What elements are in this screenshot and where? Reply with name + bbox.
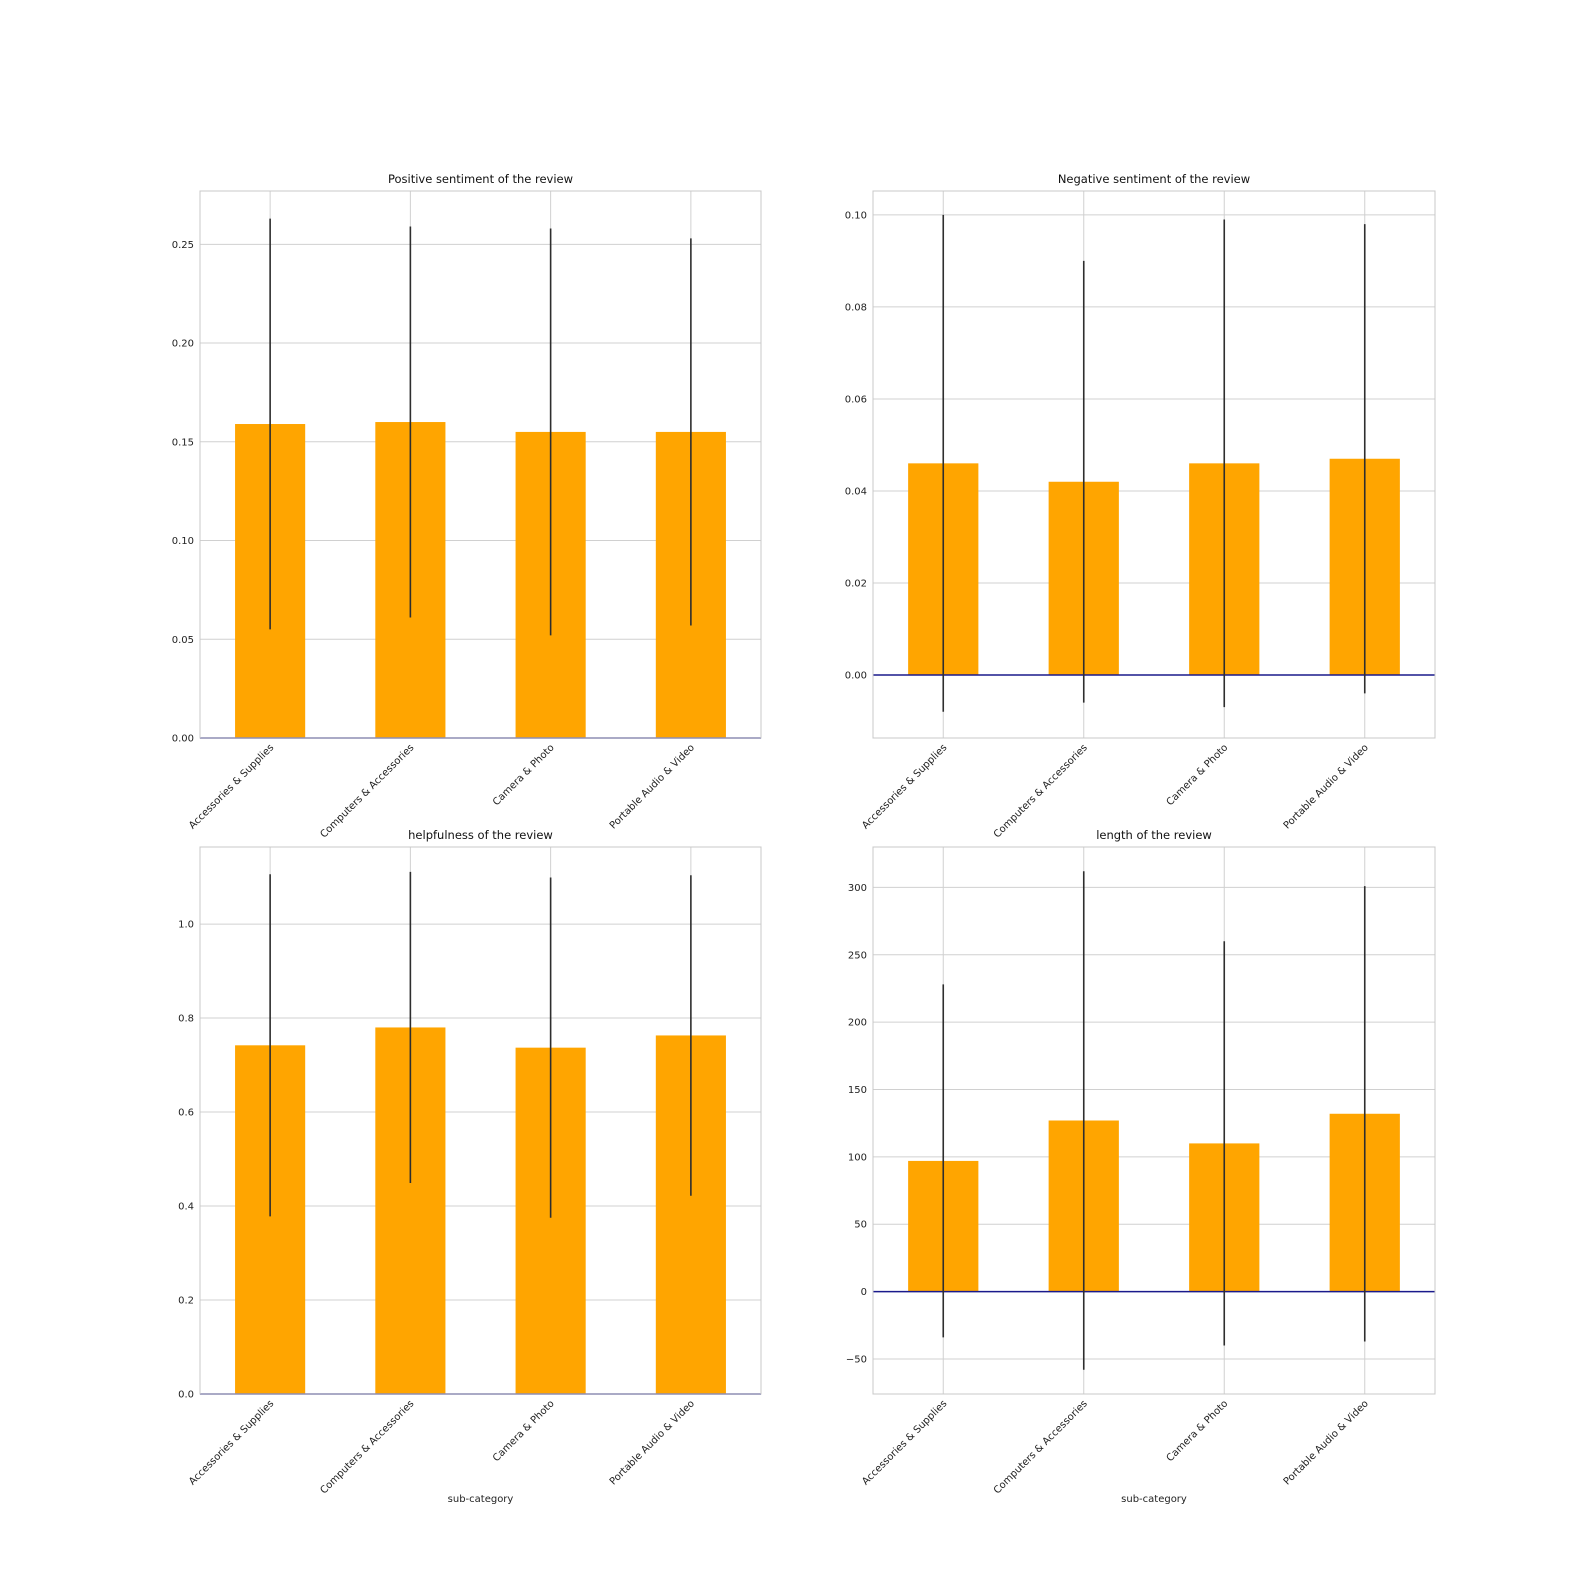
y-tick-label: 0.10 — [845, 210, 867, 221]
x-tick-label: Camera & Photo — [1165, 1398, 1231, 1464]
x-axis-label: sub-category — [448, 1494, 514, 1505]
y-tick-label: 0.08 — [845, 302, 867, 313]
y-tick-label: 0.02 — [845, 578, 867, 589]
x-tick-label: Accessories & Supplies — [187, 742, 276, 831]
chart-3: 0.0 0.2 0.4 0.6 0.8 1.0 Accessories & Supplies… — [178, 828, 762, 1505]
x-tick-label: Computers & Accessories — [992, 1398, 1090, 1496]
y-tick-label: 150 — [848, 1085, 867, 1096]
chart-title: Negative sentiment of the review — [1058, 172, 1250, 186]
y-tick-label: 200 — [848, 1018, 867, 1029]
y-tick-label: 1.0 — [178, 920, 194, 931]
chart-title: length of the review — [1096, 828, 1212, 842]
y-tick-label: 0.20 — [172, 339, 194, 350]
y-tick-label: 100 — [848, 1152, 867, 1163]
y-tick-label: 300 — [848, 883, 867, 894]
x-tick-label: Computers & Accessories — [318, 1398, 416, 1496]
y-tick-label: 0.8 — [178, 1014, 194, 1025]
y-tick-label: 0.0 — [178, 1390, 194, 1401]
x-tick-label: Portable Audio & Video — [1282, 1398, 1371, 1487]
x-tick-label: Accessories & Supplies — [187, 1398, 276, 1487]
plot-frame — [872, 190, 1436, 739]
plot-frame — [872, 846, 1436, 1395]
y-tick-label: 250 — [848, 950, 867, 961]
x-axis-label: sub-category — [1121, 1494, 1187, 1505]
y-tick-label: 0.4 — [178, 1202, 194, 1213]
x-tick-label: Accessories & Supplies — [860, 742, 949, 831]
x-tick-label: Camera & Photo — [491, 1398, 557, 1464]
y-tick-label: 0.10 — [172, 536, 194, 547]
x-tick-label: Accessories & Supplies — [860, 1398, 949, 1487]
x-tick-label: Computers & Accessories — [318, 742, 416, 840]
y-tick-label: −50 — [846, 1354, 867, 1365]
y-tick-label: 0.25 — [172, 240, 194, 251]
x-tick-label: Portable Audio & Video — [608, 742, 697, 831]
y-tick-label: 0.00 — [845, 670, 867, 681]
y-tick-label: 0.05 — [172, 635, 194, 646]
chart-title: Positive sentiment of the review — [388, 172, 573, 186]
x-tick-label: Computers & Accessories — [992, 742, 1090, 840]
plot-frame — [199, 846, 762, 1395]
y-tick-label: 50 — [854, 1220, 867, 1231]
chart-1: 0.00 0.05 0.10 0.15 0.20 0.25 Accessories & Su… — [172, 172, 762, 840]
chart-title: helpfulness of the review — [408, 828, 553, 842]
x-tick-label: Portable Audio & Video — [1282, 742, 1371, 831]
y-tick-label: 0.06 — [845, 394, 867, 405]
x-tick-label: Portable Audio & Video — [608, 1398, 697, 1487]
plot-frame — [199, 190, 762, 739]
x-tick-label: Camera & Photo — [1165, 742, 1231, 808]
x-tick-label: Camera & Photo — [491, 742, 557, 808]
y-tick-label: 0 — [861, 1287, 867, 1298]
y-tick-label: 0.15 — [172, 437, 194, 448]
y-tick-label: 0.2 — [178, 1296, 194, 1307]
y-tick-label: 0.6 — [178, 1108, 194, 1119]
chart-2: 0.00 0.02 0.04 0.06 0.08 0.10 Accessories & Su… — [845, 172, 1436, 840]
y-tick-label: 0.00 — [172, 734, 194, 745]
y-tick-label: 0.04 — [845, 486, 867, 497]
chart-4: −50 0 50 100 150 200 250 300 Accessories & Suppl… — [846, 828, 1436, 1505]
